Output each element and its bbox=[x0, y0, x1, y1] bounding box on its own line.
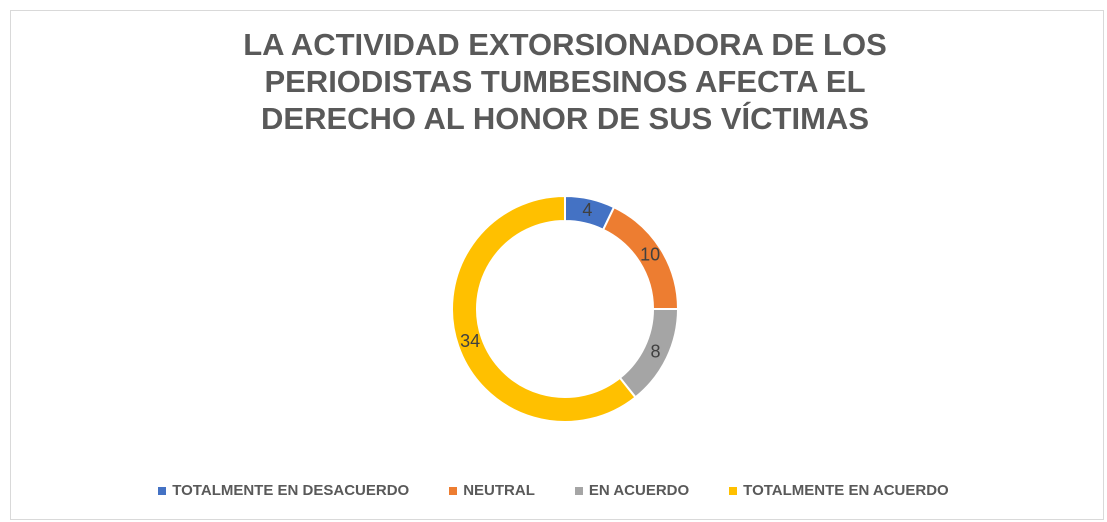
legend-label: EN ACUERDO bbox=[588, 482, 690, 499]
legend-label: NEUTRAL bbox=[463, 482, 535, 499]
legend-swatch bbox=[729, 486, 738, 495]
legend-label: TOTALMENTE EN DESACUERDO bbox=[172, 482, 410, 499]
data-label: 4 bbox=[582, 200, 592, 220]
legend-item: EN ACUERDO bbox=[574, 482, 690, 499]
legend-swatch bbox=[158, 486, 167, 495]
legend-label: TOTALMENTE EN ACUERDO bbox=[743, 482, 949, 499]
chart-frame bbox=[10, 10, 1104, 520]
donut-segment bbox=[451, 194, 637, 423]
legend-item: NEUTRAL bbox=[449, 482, 535, 499]
data-label: 10 bbox=[640, 244, 660, 264]
legend-swatch bbox=[574, 486, 583, 495]
legend-item: TOTALMENTE EN ACUERDO bbox=[729, 482, 949, 499]
data-label: 34 bbox=[460, 331, 480, 351]
legend: TOTALMENTE EN DESACUERDO NEUTRAL EN ACUERD… bbox=[0, 482, 1107, 499]
legend-swatch bbox=[449, 486, 458, 495]
legend-item: TOTALMENTE EN DESACUERDO bbox=[158, 482, 409, 499]
donut-segment bbox=[618, 308, 680, 399]
chart-title: LA ACTIVIDAD EXTORSIONADORA DE LOS PERIO… bbox=[243, 27, 887, 136]
data-label: 8 bbox=[651, 341, 661, 361]
